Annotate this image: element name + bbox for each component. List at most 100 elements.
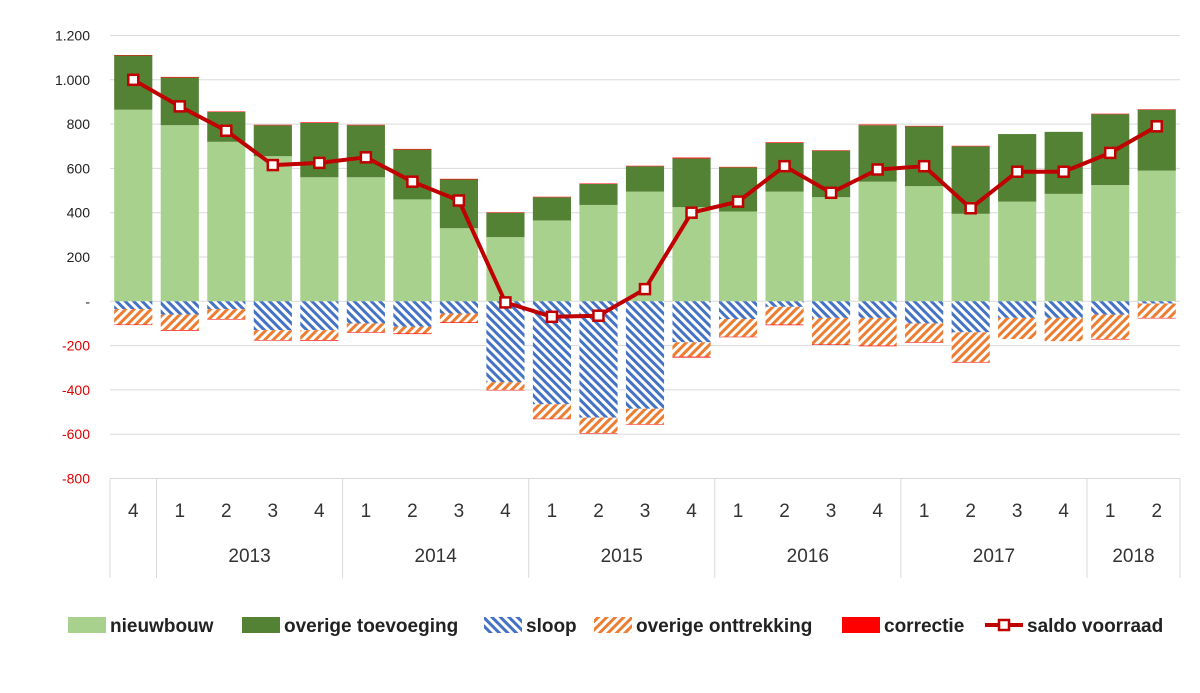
bar-overige-toevoeging [1137,109,1176,171]
bar-overige-onttrekking [858,317,897,346]
bar-correctie-neg [1091,338,1130,340]
bar-overige-onttrekking [532,404,572,419]
bar-correctie [532,196,572,198]
bar-correctie-neg [905,342,944,343]
saldo-point [313,156,326,170]
bar-correctie-neg [718,336,758,338]
x-tick-label: 2 [1151,501,1162,522]
bar-correctie [905,125,944,127]
y-tick-label: - [85,293,90,309]
bar-correctie [346,124,385,126]
bar-correctie-neg [579,433,618,434]
bar-correctie-neg [765,324,804,326]
y-tick-label: -600 [62,426,90,442]
bar-sloop [393,301,432,327]
bar-correctie-neg [114,324,153,326]
bar-overige-toevoeging [532,197,572,221]
legend-label: overige toevoeging [284,616,458,637]
x-tick-label: 2 [779,501,790,522]
x-tick-label: 4 [500,501,511,522]
bar-nieuwbouw [207,141,246,302]
saldo-point [638,282,652,296]
bar-correctie-neg [253,340,292,341]
bar-correctie [765,142,804,143]
bar-nieuwbouw [951,213,990,302]
bar-overige-onttrekking [951,332,990,363]
bar-overige-toevoeging [300,122,339,178]
bar-sloop [253,301,292,331]
saldo-point [406,175,419,188]
bar-sloop [812,301,851,318]
x-tick-label: 4 [128,501,139,522]
bar-overige-onttrekking [114,309,153,325]
bar-sloop [672,301,711,343]
y-tick-label: -800 [62,471,90,487]
bar-correctie-neg [393,333,432,335]
bar-overige-onttrekking [300,330,339,341]
bar-overige-onttrekking [486,382,525,390]
saldo-point [127,73,140,87]
bar-correctie [207,111,246,112]
bar-correctie [439,178,478,180]
x-tick-label: 1 [547,501,558,522]
bar-overige-onttrekking [207,309,246,320]
bar-sloop [951,301,990,333]
bar-sloop [300,301,339,331]
saldo-point [964,202,977,215]
x-tick-label: 4 [872,501,883,522]
x-tick-label: 4 [314,501,325,522]
bar-nieuwbouw [998,201,1037,302]
y-axis: 1.200 1.000 800 600 400 200 - -200 -400 -600 -800 [55,28,90,487]
bar-overige-onttrekking [812,317,851,345]
legend-marker [997,618,1011,632]
bar-overige-onttrekking [905,323,944,343]
bar-correctie-neg [532,418,572,420]
bar-nieuwbouw [1044,193,1083,302]
bar-sloop [114,301,153,310]
bar-nieuwbouw [346,177,385,302]
x-tick-label: 2 [593,501,604,522]
bar-correctie-neg [951,362,990,363]
bar-overige-toevoeging [253,125,292,157]
bar-correctie-neg [160,330,199,331]
bar-nieuwbouw [765,191,804,302]
legend-label: sloop [526,616,577,637]
bar-correctie [486,212,525,213]
saldo-point [1010,165,1024,178]
bar-overige-onttrekking [1137,303,1176,318]
saldo-point [1150,120,1163,133]
x-tick-label: 3 [640,501,651,522]
legend-label: nieuwbouw [110,616,214,637]
bar-overige-onttrekking [160,314,199,331]
bar-sloop [1091,301,1130,315]
saldo-point [871,163,884,176]
x-tick-label: 1 [1105,501,1116,522]
saldo-point [731,195,745,208]
bar-correctie [672,157,711,159]
bar-nieuwbouw [718,211,758,302]
saldo-point [685,206,698,219]
year-label: 2016 [787,546,829,567]
saldo-point [778,159,791,173]
bar-correctie [951,145,990,147]
bar-sloop [486,301,525,383]
x-axis: 4 1 2 3 4 1 2 3 4 1 2 3 4 1 2 3 4 1 2 3 4 1 2 2013 2014 2015 2016 2… [109,478,1181,578]
bar-correctie-neg [486,389,525,391]
x-tick-label: 3 [268,501,279,522]
y-tick-label: 1.200 [55,28,90,44]
legend-label: correctie [884,616,964,637]
bar-overige-onttrekking [672,342,711,357]
x-tick-label: 1 [733,501,744,522]
x-tick-label: 4 [686,501,697,522]
bar-nieuwbouw [300,177,339,302]
legend-swatch [594,617,632,633]
saldo-point [824,186,838,200]
bar-correctie [812,150,851,151]
bar-overige-onttrekking [346,323,385,333]
saldo-point [545,310,559,324]
x-tick-label: 2 [407,501,418,522]
bar-correctie [393,148,432,150]
bar-nieuwbouw [160,125,199,302]
saldo-point [173,100,187,113]
x-tick-label: 1 [361,501,372,522]
